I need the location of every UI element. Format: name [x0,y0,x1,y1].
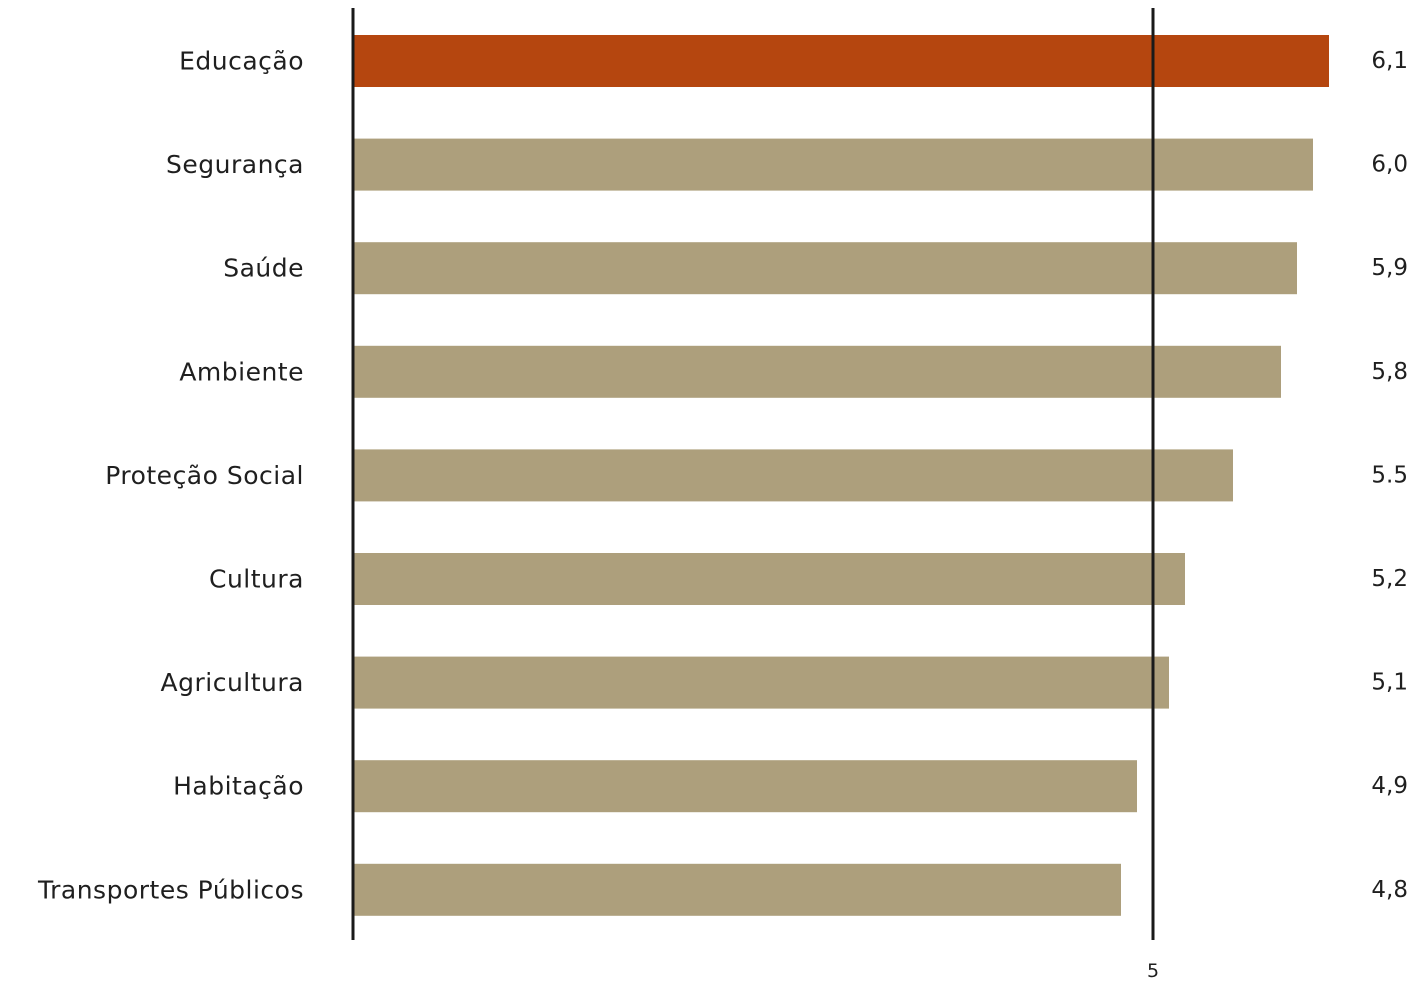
bar-educacao [353,35,1329,87]
bar-agricultura [353,656,1169,709]
value-label-ambiente: 5,8 [1371,359,1408,385]
value-label-seguranca: 6,0 [1371,152,1408,178]
category-labels: Educação Segurança Saúde Ambiente Proteção S… [37,47,304,905]
category-label-cultura: Cultura [209,565,304,594]
category-label-protecao-social: Proteção Social [105,461,304,490]
x-tick-label: 5 [1147,960,1159,982]
bar-seguranca [353,138,1313,191]
category-label-ambiente: Ambiente [179,357,304,386]
category-label-transportes-publicos: Transportes Públicos [37,875,304,904]
value-label-cultura: 5,2 [1371,566,1408,592]
value-labels: 6,1 6,0 5,9 5,8 5.5 5,2 5,1 4,9 4,8 [1371,48,1408,903]
x-tick-labels: 5 [1147,960,1159,982]
value-label-protecao-social: 5.5 [1371,462,1408,488]
bar-transportes-publicos [353,863,1121,916]
bar-cultura [353,553,1185,605]
category-label-agricultura: Agricultura [161,668,304,697]
value-label-saude: 5,9 [1371,255,1408,281]
value-label-transportes-publicos: 4,8 [1371,877,1408,903]
value-label-educacao: 6,1 [1371,48,1408,74]
bar-saude [353,242,1297,295]
bar-ambiente [353,345,1281,398]
value-label-agricultura: 5,1 [1371,670,1408,696]
bar-protecao-social [353,449,1233,502]
category-label-habitacao: Habitação [173,772,304,801]
bars-group [353,35,1329,916]
category-label-saude: Saúde [223,254,304,283]
bar-habitacao [353,760,1137,813]
value-label-habitacao: 4,9 [1371,773,1408,799]
category-label-educacao: Educação [179,47,304,76]
category-label-seguranca: Segurança [166,150,304,179]
